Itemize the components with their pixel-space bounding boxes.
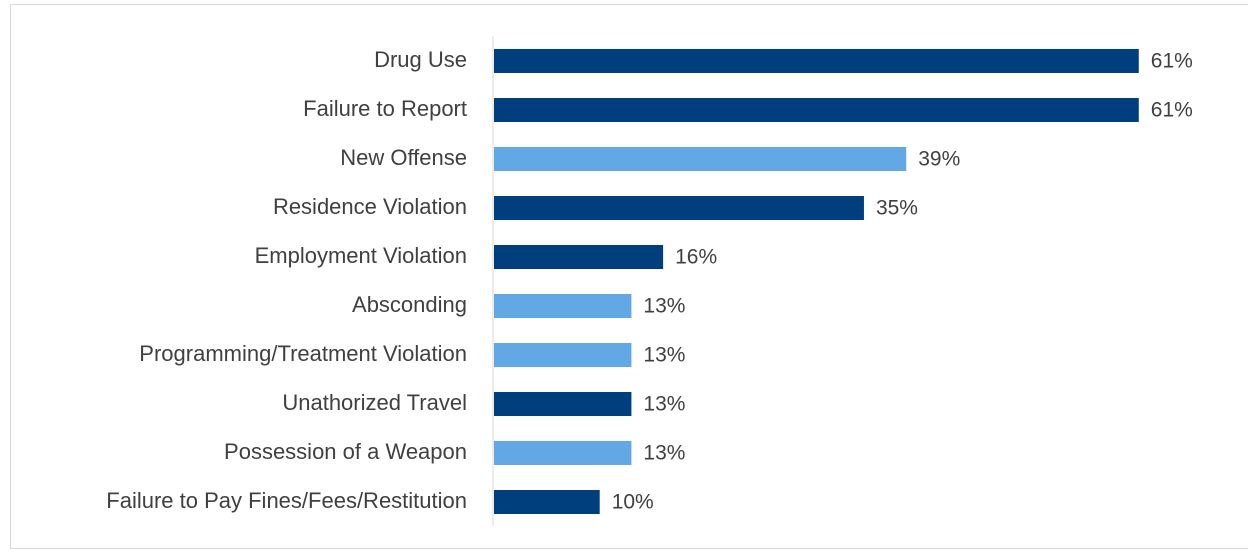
data-label: 16% [675,246,717,269]
category-label: Unathorized Travel [282,390,467,415]
data-label: 13% [643,344,685,367]
data-label: 39% [918,148,960,171]
bar [494,196,864,220]
bar [494,147,907,171]
bar [494,245,664,269]
data-label: 61% [1151,99,1193,122]
data-label: 10% [612,491,654,514]
data-label: 13% [643,295,685,318]
category-label: Drug Use [374,47,467,72]
category-label: Residence Violation [273,194,467,219]
category-label: Employment Violation [255,243,467,268]
bar [494,490,600,514]
category-label: Possession of a Weapon [224,439,467,464]
category-label: Failure to Report [303,96,467,121]
bar [494,294,632,318]
bar [494,49,1139,73]
category-label: New Offense [340,145,467,170]
bar [494,343,632,367]
data-label: 61% [1151,50,1193,73]
bar [494,441,632,465]
data-label: 35% [876,197,918,220]
category-label: Absconding [352,292,467,317]
bar [494,392,632,416]
bar [494,98,1139,122]
data-label: 13% [643,442,685,465]
category-label: Failure to Pay Fines/Fees/Restitution [106,488,467,513]
data-label: 13% [643,393,685,416]
category-label: Programming/Treatment Violation [139,341,467,366]
chart-frame [10,4,1248,549]
